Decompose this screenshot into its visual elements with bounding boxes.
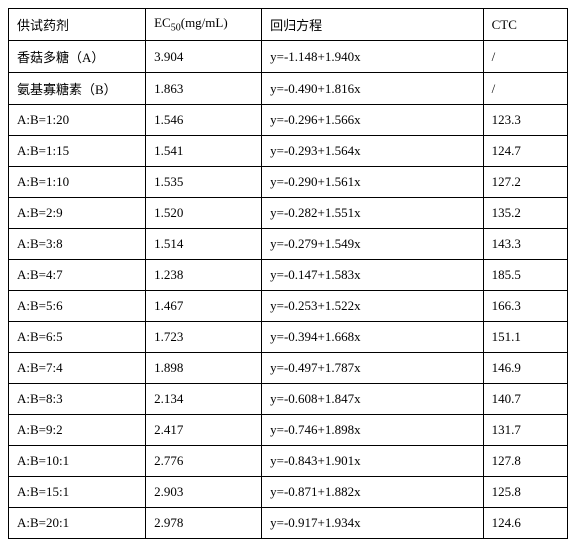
cell-ctc: 131.7 bbox=[483, 415, 567, 446]
cell-eq: y=-0.147+1.583x bbox=[262, 260, 483, 291]
cell-eq: y=-0.296+1.566x bbox=[262, 105, 483, 136]
cell-agent: A:B=1:10 bbox=[9, 167, 146, 198]
cell-agent: A:B=20:1 bbox=[9, 508, 146, 539]
cell-eq: y=-0.293+1.564x bbox=[262, 136, 483, 167]
cell-agent: 香菇多糖（A） bbox=[9, 41, 146, 73]
cell-ctc: 185.5 bbox=[483, 260, 567, 291]
cell-ec50: 1.541 bbox=[146, 136, 262, 167]
header-row: 供试药剂 EC50(mg/mL) 回归方程 CTC bbox=[9, 9, 568, 41]
cell-ctc: / bbox=[483, 73, 567, 105]
cell-eq: y=-0.746+1.898x bbox=[262, 415, 483, 446]
table-row: A:B=15:12.903y=-0.871+1.882x125.8 bbox=[9, 477, 568, 508]
table-row: A:B=4:71.238y=-0.147+1.583x185.5 bbox=[9, 260, 568, 291]
table-row: A:B=2:91.520y=-0.282+1.551x135.2 bbox=[9, 198, 568, 229]
cell-eq: y=-0.282+1.551x bbox=[262, 198, 483, 229]
table-row: A:B=6:51.723y=-0.394+1.668x151.1 bbox=[9, 322, 568, 353]
cell-agent: A:B=4:7 bbox=[9, 260, 146, 291]
cell-ec50: 2.134 bbox=[146, 384, 262, 415]
cell-eq: y=-0.290+1.561x bbox=[262, 167, 483, 198]
cell-ec50: 1.467 bbox=[146, 291, 262, 322]
cell-eq: y=-1.148+1.940x bbox=[262, 41, 483, 73]
cell-eq: y=-0.497+1.787x bbox=[262, 353, 483, 384]
cell-agent: A:B=6:5 bbox=[9, 322, 146, 353]
table-row: 氨基寡糖素（B）1.863y=-0.490+1.816x/ bbox=[9, 73, 568, 105]
cell-agent: A:B=2:9 bbox=[9, 198, 146, 229]
cell-agent: A:B=15:1 bbox=[9, 477, 146, 508]
cell-ec50: 2.776 bbox=[146, 446, 262, 477]
cell-agent: 氨基寡糖素（B） bbox=[9, 73, 146, 105]
table-row: A:B=20:12.978y=-0.917+1.934x124.6 bbox=[9, 508, 568, 539]
cell-ec50: 1.238 bbox=[146, 260, 262, 291]
cell-ctc: 127.2 bbox=[483, 167, 567, 198]
cell-ctc: 124.6 bbox=[483, 508, 567, 539]
cell-ec50: 2.903 bbox=[146, 477, 262, 508]
table-row: A:B=1:151.541y=-0.293+1.564x124.7 bbox=[9, 136, 568, 167]
table-row: 香菇多糖（A）3.904y=-1.148+1.940x/ bbox=[9, 41, 568, 73]
table-row: A:B=8:32.134y=-0.608+1.847x140.7 bbox=[9, 384, 568, 415]
cell-ctc: 127.8 bbox=[483, 446, 567, 477]
cell-ctc: 151.1 bbox=[483, 322, 567, 353]
cell-ctc: 143.3 bbox=[483, 229, 567, 260]
table-row: A:B=1:201.546y=-0.296+1.566x123.3 bbox=[9, 105, 568, 136]
cell-eq: y=-0.490+1.816x bbox=[262, 73, 483, 105]
cell-eq: y=-0.279+1.549x bbox=[262, 229, 483, 260]
cell-eq: y=-0.871+1.882x bbox=[262, 477, 483, 508]
cell-eq: y=-0.253+1.522x bbox=[262, 291, 483, 322]
cell-ctc: 124.7 bbox=[483, 136, 567, 167]
cell-eq: y=-0.843+1.901x bbox=[262, 446, 483, 477]
cell-ec50: 1.514 bbox=[146, 229, 262, 260]
cell-ec50: 3.904 bbox=[146, 41, 262, 73]
cell-ctc: / bbox=[483, 41, 567, 73]
cell-ec50: 1.520 bbox=[146, 198, 262, 229]
cell-agent: A:B=10:1 bbox=[9, 446, 146, 477]
col-header-ctc: CTC bbox=[483, 9, 567, 41]
col-header-agent: 供试药剂 bbox=[9, 9, 146, 41]
table-row: A:B=7:41.898y=-0.497+1.787x146.9 bbox=[9, 353, 568, 384]
cell-ec50: 1.723 bbox=[146, 322, 262, 353]
cell-agent: A:B=1:15 bbox=[9, 136, 146, 167]
cell-eq: y=-0.394+1.668x bbox=[262, 322, 483, 353]
cell-agent: A:B=5:6 bbox=[9, 291, 146, 322]
cell-ctc: 123.3 bbox=[483, 105, 567, 136]
table-row: A:B=5:61.467y=-0.253+1.522x166.3 bbox=[9, 291, 568, 322]
cell-eq: y=-0.608+1.847x bbox=[262, 384, 483, 415]
cell-ec50: 2.978 bbox=[146, 508, 262, 539]
table-row: A:B=9:22.417y=-0.746+1.898x131.7 bbox=[9, 415, 568, 446]
cell-ec50: 1.863 bbox=[146, 73, 262, 105]
cell-ec50: 2.417 bbox=[146, 415, 262, 446]
table-row: A:B=3:81.514y=-0.279+1.549x143.3 bbox=[9, 229, 568, 260]
cell-agent: A:B=8:3 bbox=[9, 384, 146, 415]
cell-agent: A:B=3:8 bbox=[9, 229, 146, 260]
cell-ec50: 1.546 bbox=[146, 105, 262, 136]
cell-ctc: 166.3 bbox=[483, 291, 567, 322]
cell-eq: y=-0.917+1.934x bbox=[262, 508, 483, 539]
cell-ctc: 135.2 bbox=[483, 198, 567, 229]
table-row: A:B=10:12.776y=-0.843+1.901x127.8 bbox=[9, 446, 568, 477]
col-header-equation: 回归方程 bbox=[262, 9, 483, 41]
cell-agent: A:B=9:2 bbox=[9, 415, 146, 446]
cell-ec50: 1.898 bbox=[146, 353, 262, 384]
cell-ec50: 1.535 bbox=[146, 167, 262, 198]
cell-ctc: 146.9 bbox=[483, 353, 567, 384]
cell-agent: A:B=7:4 bbox=[9, 353, 146, 384]
table-row: A:B=1:101.535y=-0.290+1.561x127.2 bbox=[9, 167, 568, 198]
data-table: 供试药剂 EC50(mg/mL) 回归方程 CTC 香菇多糖（A）3.904y=… bbox=[8, 8, 568, 539]
cell-agent: A:B=1:20 bbox=[9, 105, 146, 136]
cell-ctc: 140.7 bbox=[483, 384, 567, 415]
cell-ctc: 125.8 bbox=[483, 477, 567, 508]
col-header-ec50: EC50(mg/mL) bbox=[146, 9, 262, 41]
